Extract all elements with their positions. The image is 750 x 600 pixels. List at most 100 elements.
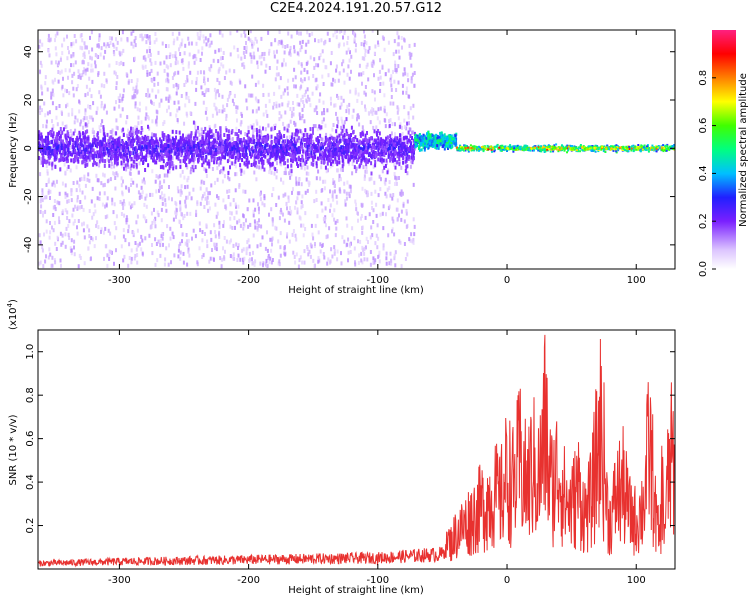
heatmap-cell — [334, 30, 337, 35]
heatmap-cell — [213, 223, 216, 228]
heatmap-cell — [346, 180, 349, 185]
heatmap-cell — [203, 140, 206, 145]
heatmap-cell — [362, 71, 365, 75]
heatmap-cell — [310, 150, 313, 155]
heatmap-cell — [186, 184, 189, 189]
heatmap-cell — [251, 40, 254, 44]
heatmap-cell — [310, 223, 313, 228]
heatmap-cell — [277, 41, 280, 46]
heatmap-cell — [71, 213, 74, 218]
heatmap-cell — [291, 158, 294, 163]
heatmap-cell — [229, 80, 232, 85]
heatmap-cell — [128, 137, 131, 142]
heatmap-cell — [267, 151, 269, 156]
heatmap-cell — [113, 164, 116, 169]
heatmap-cell — [224, 204, 227, 209]
heatmap-cell — [210, 158, 213, 163]
heatmap-cell — [154, 237, 157, 242]
heatmap-cell — [73, 34, 76, 38]
heatmap-cell — [89, 35, 91, 40]
heatmap-cell — [363, 157, 366, 162]
heatmap-cell — [387, 40, 390, 45]
heatmap-cell — [379, 106, 382, 111]
heatmap-cell — [163, 60, 166, 65]
heatmap-cell — [243, 144, 246, 149]
heatmap-cell — [408, 237, 411, 242]
heatmap-cell — [42, 163, 44, 168]
heatmap-cell — [144, 116, 147, 121]
heatmap-cell — [199, 142, 201, 147]
heatmap-cell — [403, 242, 406, 246]
heatmap-cell — [122, 234, 125, 239]
heatmap-cell — [61, 233, 64, 238]
heatmap-cell — [94, 137, 97, 142]
heatmap-cell — [234, 156, 237, 160]
heatmap-cell — [185, 136, 188, 141]
heatmap-cell — [82, 135, 85, 140]
heatmap-cell — [51, 263, 54, 268]
heatmap-cell — [207, 159, 210, 164]
heatmap-cell — [259, 147, 262, 151]
heatmap-cell — [119, 113, 122, 118]
heatmap-cell — [277, 72, 280, 77]
heatmap-cell — [244, 189, 247, 194]
heatmap-cell — [329, 208, 331, 213]
heatmap-cell — [239, 153, 242, 157]
heatmap-cell — [382, 158, 385, 163]
heatmap-cell — [71, 73, 74, 78]
heatmap-cell — [182, 251, 185, 256]
heatmap-cell — [103, 173, 106, 178]
heatmap-cell — [386, 135, 389, 140]
heatmap-cell — [138, 101, 141, 106]
heatmap-cell — [108, 254, 111, 259]
heatmap-cell — [179, 162, 182, 167]
heatmap-cell — [71, 80, 74, 85]
heatmap-cell — [338, 187, 341, 192]
heatmap-cell — [221, 257, 224, 262]
heatmap-cell — [44, 151, 47, 156]
heatmap-cell — [102, 125, 105, 130]
heatmap-cell — [143, 202, 146, 207]
heatmap-cell — [343, 136, 346, 141]
heatmap-cell — [245, 251, 248, 256]
heatmap-cell — [146, 34, 149, 38]
heatmap-cell — [109, 41, 112, 45]
heatmap-cell — [256, 138, 259, 143]
heatmap-cell — [343, 189, 346, 194]
heatmap-cell — [98, 196, 101, 201]
heatmap-cell — [409, 238, 412, 243]
heatmap-cell — [219, 30, 222, 35]
heatmap-cell — [327, 168, 329, 173]
heatmap-cell — [301, 94, 304, 99]
heatmap-cell — [49, 196, 51, 200]
heatmap-cell — [77, 159, 80, 164]
heatmap-cell — [354, 144, 357, 149]
heatmap-cell — [301, 260, 304, 265]
heatmap-cell — [324, 140, 327, 145]
heatmap-cell — [126, 162, 129, 167]
heatmap-cell — [264, 144, 267, 148]
heatmap-cell — [296, 210, 299, 215]
heatmap-cell — [391, 229, 393, 234]
heatmap-cell — [293, 140, 296, 145]
heatmap-cell — [363, 40, 366, 44]
heatmap-cell — [366, 150, 369, 155]
heatmap-cell — [42, 211, 45, 215]
heatmap-cell — [260, 146, 263, 151]
heatmap-cell — [297, 146, 300, 151]
heatmap-cell — [360, 216, 362, 221]
heatmap-cell — [360, 149, 363, 154]
heatmap-cell — [310, 161, 313, 166]
heatmap-cell — [104, 138, 107, 143]
heatmap-cell — [268, 99, 271, 104]
heatmap-cell — [349, 50, 351, 55]
heatmap-cell — [74, 155, 76, 160]
heatmap-cell — [413, 71, 416, 75]
heatmap-cell — [58, 150, 61, 155]
heatmap-cell — [263, 167, 266, 172]
heatmap-cell — [100, 157, 103, 162]
heatmap-cell — [239, 257, 242, 262]
heatmap-cell — [169, 63, 172, 68]
heatmap-cell — [86, 123, 89, 128]
heatmap-cell — [141, 145, 144, 150]
